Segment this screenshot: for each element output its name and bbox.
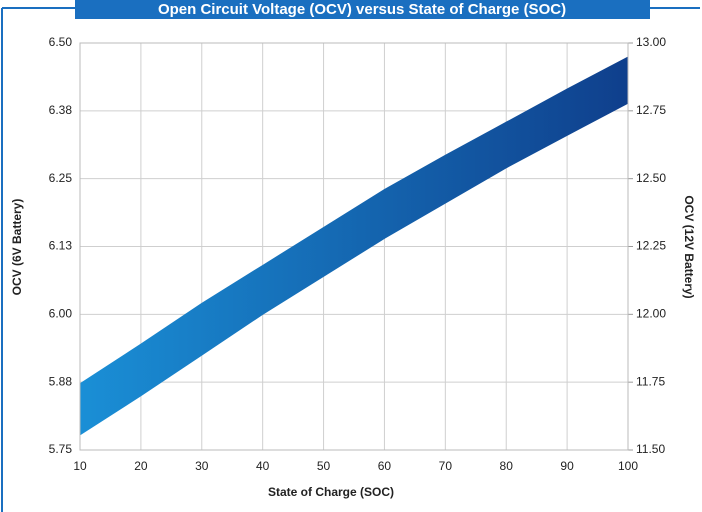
band-edge (79, 102, 629, 436)
chart-title: Open Circuit Voltage (OCV) versus State … (158, 1, 566, 18)
band-edge (79, 56, 629, 385)
x-axis-title: State of Charge (SOC) (268, 485, 394, 499)
x-tick-label: 90 (560, 459, 574, 473)
y2-axis-title: OCV (12V Battery) (682, 195, 696, 298)
y-tick-label: 5.75 (49, 442, 73, 456)
x-tick-label: 100 (618, 459, 638, 473)
x-tick-label: 10 (73, 459, 87, 473)
x-tick-label: 80 (500, 459, 514, 473)
x-tick-label: 40 (256, 459, 270, 473)
x-tick-label: 30 (195, 459, 209, 473)
x-tick-label: 70 (439, 459, 453, 473)
y2-tick-label: 11.75 (636, 374, 665, 388)
y2-tick-label: 12.50 (636, 171, 666, 185)
y2-tick-label: 12.75 (636, 103, 666, 117)
y-tick-label: 6.13 (49, 239, 73, 253)
y-axis-title: OCV (6V Battery) (10, 199, 24, 296)
y2-tick-label: 12.00 (636, 307, 666, 321)
plot-border (79, 42, 629, 451)
y2-tick-label: 11.50 (636, 442, 665, 456)
y2-tick-label: 12.25 (636, 239, 666, 253)
y-tick-label: 6.50 (49, 35, 73, 49)
y-tick-label: 6.38 (49, 103, 73, 117)
band (80, 57, 628, 435)
y-tick-label: 6.00 (49, 307, 73, 321)
y-tick-label: 6.25 (49, 171, 73, 185)
x-tick-label: 60 (378, 459, 392, 473)
title-banner (75, 0, 650, 19)
y2-tick-label: 13.00 (636, 35, 666, 49)
x-tick-label: 20 (134, 459, 148, 473)
x-tick-label: 50 (317, 459, 331, 473)
y-tick-label: 5.88 (49, 374, 73, 388)
